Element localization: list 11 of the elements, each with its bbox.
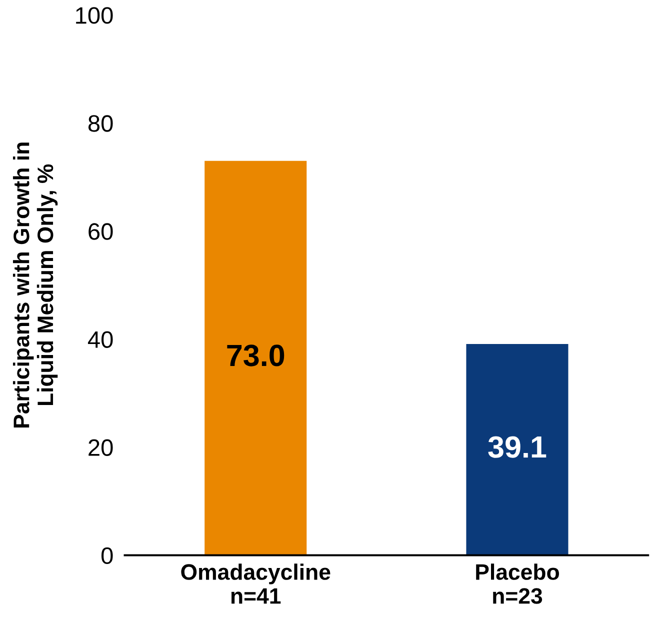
y-tick-label: 40 — [88, 331, 113, 348]
x-tick-label: Omadacycline n=41 — [181, 564, 330, 604]
data-label: 39.1 — [488, 436, 546, 458]
y-tick-label: 80 — [88, 115, 113, 132]
y-tick-label: 20 — [88, 439, 113, 456]
y-tick-label: 100 — [76, 7, 113, 24]
x-tick-label: Placebo n=23 — [476, 564, 559, 604]
data-label: 73.0 — [227, 344, 284, 366]
y-tick-label: 0 — [101, 547, 113, 564]
y-axis-title: Participants with Growth in Liquid Medium Only, % — [12, 142, 58, 428]
y-tick-label: 60 — [88, 223, 113, 240]
